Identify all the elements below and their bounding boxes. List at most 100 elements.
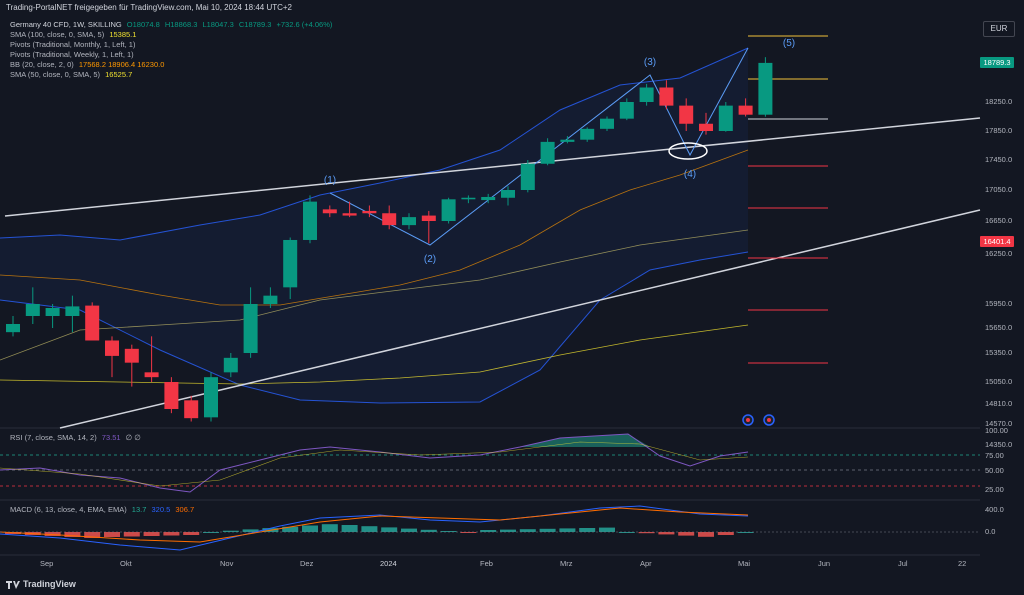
macd-axis-label: 0.0 [985,527,996,536]
price-axis-label: 17850.0 [985,126,1013,135]
alert-icon-dot [746,418,750,422]
candle-body [560,139,575,142]
candle-body [738,105,753,115]
macd-histogram-bar [579,528,596,532]
candle-body [303,201,317,240]
trendline-upper [4,117,981,217]
ohlc-open: O18074.8 [126,20,160,29]
candle-body [223,357,238,373]
macd-value-1: 13.7 [131,505,147,514]
rsi-value: 73.51 [101,433,121,442]
indicator-value: 15385.1 [109,30,137,39]
macd-histogram-bar [302,525,318,532]
macd-histogram-bar [559,528,576,532]
macd-histogram-bar [104,532,120,537]
price-axis-label: 16650.0 [985,216,1013,225]
price-axis-label: 14350.0 [985,440,1013,449]
candle-body [382,213,397,226]
indicator-sma50[interactable]: SMA (50, close, 0, SMA, 5) 16525.7 [10,70,335,80]
macd-histogram-bar [163,532,180,536]
macd-histogram-bar [480,530,497,532]
sma-price-tag: 16401.4 [980,236,1014,247]
wave-label: (4) [684,169,696,180]
indicator-label: BB (20, close, 2, 0) [10,60,74,69]
indicator-pivots-weekly[interactable]: Pivots (Traditional, Weekly, 1, Left, 1) [10,50,335,60]
chart-header: Trading-PortalNET freigegeben für Tradin… [6,3,293,12]
macd-histogram-bar [539,528,556,532]
currency-button[interactable]: EUR [983,21,1015,37]
price-axis-label: 18250.0 [985,97,1013,106]
macd-histogram-bar [64,532,81,537]
elliott-wave-line [329,47,749,246]
macd-histogram-bar [717,532,734,535]
ohlc-close: C18789.3 [238,20,272,29]
macd-legend[interactable]: MACD (6, 13, close, 4, EMA, EMA) 13.7 32… [10,505,197,514]
candle-body [164,382,179,409]
macd-histogram-bar [143,532,160,536]
sma50-line [0,229,749,361]
macd-histogram-bar [440,531,457,532]
ohlc-low: L18047.3 [202,20,234,29]
macd-axis-label: 400.0 [985,505,1004,514]
macd-histogram-bar [242,529,259,532]
time-axis-label: Okt [120,559,132,568]
bollinger-lower [0,251,749,404]
macd-histogram-bar [183,532,200,535]
indicator-label: SMA (50, close, 0, SMA, 5) [10,70,101,79]
macd-value-3: 306.7 [175,505,195,514]
macd-histogram-bar [460,532,477,533]
symbol-name[interactable]: Germany 40 CFD, 1W, SKILLING [10,20,122,29]
indicator-sma100[interactable]: SMA (100, close, 0, SMA, 5) 15385.1 [10,30,335,40]
candle-body [204,377,218,418]
price-axis-label: 16250.0 [985,249,1013,258]
rsi-legend[interactable]: RSI (7, close, SMA, 14, 2) 73.51 ∅ ∅ [10,433,144,442]
candle-body [105,340,119,356]
macd-histogram-bar [44,532,61,536]
candle-body [362,210,377,214]
footer-brand[interactable]: TradingView [6,579,76,589]
rsi-axis-label: 50.00 [985,466,1004,475]
price-axis-label: 17050.0 [985,185,1013,194]
candle-body [263,295,278,304]
bollinger-fill [0,48,748,403]
candle-body [283,239,298,288]
candle-body [25,304,40,316]
candle-body [758,62,773,115]
time-axis-label: 2024 [380,559,397,568]
time-axis-label: Dez [300,559,314,568]
indicator-value: 16525.7 [105,70,133,79]
candle-body [639,87,654,102]
macd-histogram-bar [618,532,635,533]
footer-brand-label: TradingView [23,579,76,589]
legend: Germany 40 CFD, 1W, SKILLING O18074.8 H1… [10,20,335,80]
highlight-ellipse [668,142,708,160]
indicator-label: Pivots (Traditional, Weekly, 1, Left, 1) [10,50,134,59]
macd-histogram-bar [678,532,695,536]
macd-histogram-bar [222,530,239,532]
candle-body [441,199,456,221]
tradingview-logo-icon [6,580,20,589]
indicator-value: 17568.2 18906.4 16230.0 [78,60,165,69]
rsi-overbought-fill [520,434,650,447]
candle-body [718,105,733,131]
macd-histogram-bar [420,529,437,532]
price-axis-label: 17450.0 [985,155,1013,164]
macd-histogram-bar [698,532,714,537]
candle-body [322,209,337,214]
wave-label: (1) [324,175,336,186]
time-axis-label: Jul [898,559,908,568]
candle-body [85,305,100,341]
indicator-pivots-monthly[interactable]: Pivots (Traditional, Monthly, 1, Left, 1… [10,40,335,50]
macd-line [0,505,749,551]
rsi-axis-label: 100.00 [985,426,1008,435]
symbol-row: Germany 40 CFD, 1W, SKILLING O18074.8 H1… [10,20,335,30]
candle-body [402,217,416,226]
candle-body [124,348,139,363]
macd-label: MACD (6, 13, close, 4, EMA, EMA) [10,505,127,514]
rsi-line [0,433,749,493]
wave-label: (2) [424,254,436,265]
candle-body [65,306,80,316]
sma100-line [0,324,749,385]
indicator-bb[interactable]: BB (20, close, 2, 0) 17568.2 18906.4 162… [10,60,335,70]
